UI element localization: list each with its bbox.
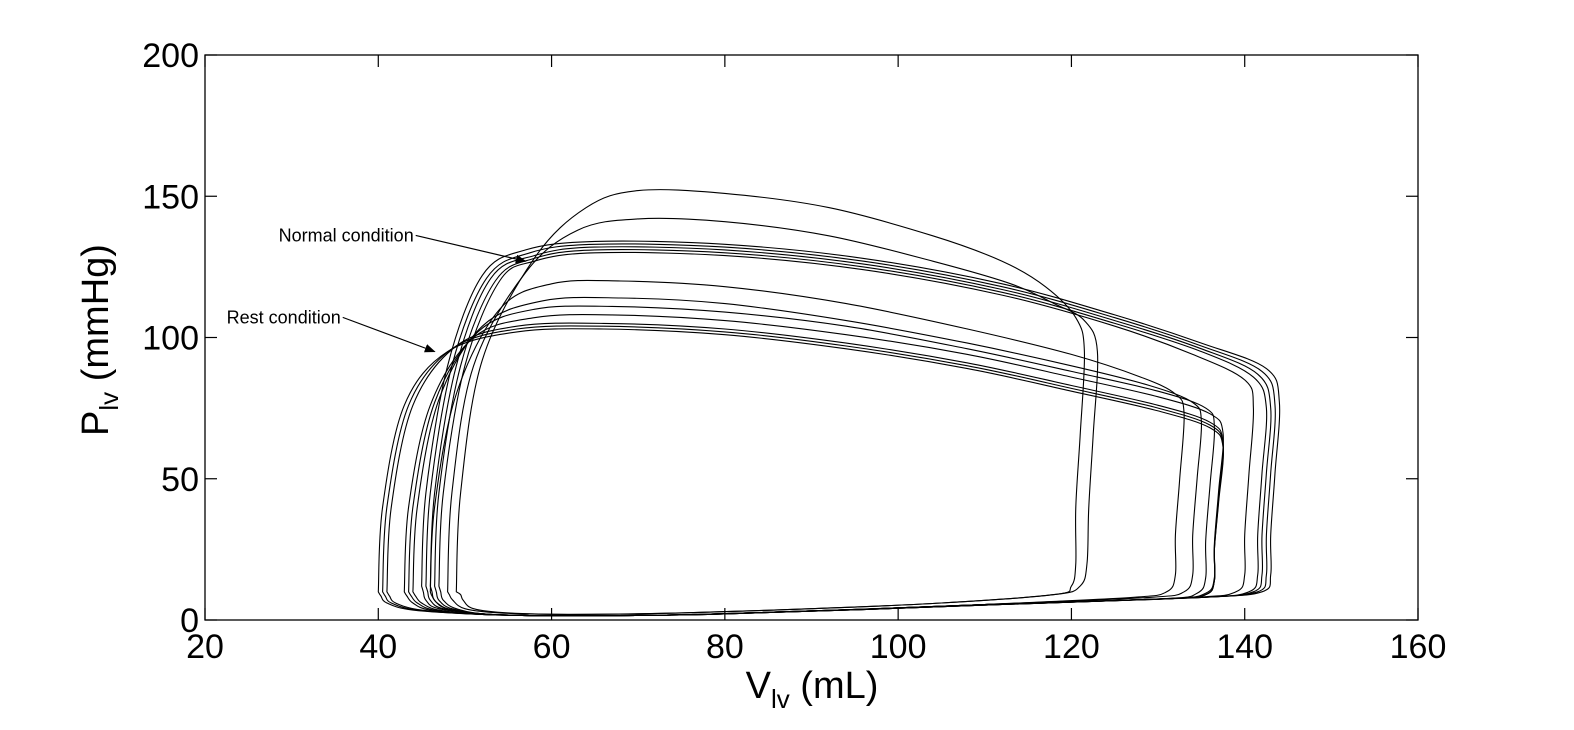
x-axis-label: Vlv (mL): [746, 665, 879, 714]
x-tick-label: 40: [359, 628, 397, 666]
y-axis-label: Plv (mmHg): [75, 244, 124, 436]
axis-tick-labels: 20 40 60 80 100 120 140 160 0 50 100 150 200: [142, 37, 1446, 666]
y-tick-label: 200: [142, 37, 199, 75]
pv-loop-2: [447, 217, 1099, 615]
annotation-label-1: Normal condition: [279, 225, 414, 245]
x-tick-label: 160: [1390, 628, 1447, 666]
annotation-arrow-1: [415, 234, 527, 264]
plot-lines: [377, 189, 1281, 617]
x-tick-label: 60: [533, 628, 571, 666]
x-tick-label: 20: [186, 628, 224, 666]
axis-ticks: [204, 54, 1419, 621]
y-tick-label: 100: [142, 320, 199, 358]
pv-loop-14: [421, 240, 1281, 617]
annotation-label-2: Rest condition: [227, 307, 341, 327]
y-tick-label: 50: [161, 461, 199, 499]
x-tick-label: 100: [870, 628, 927, 666]
x-tick-label: 80: [706, 628, 744, 666]
x-tick-label: 140: [1216, 628, 1273, 666]
annotation-arrow-2: [342, 316, 436, 353]
x-tick-label: 120: [1043, 628, 1100, 666]
y-tick-label: 150: [142, 178, 199, 216]
annotations: Normal condition Rest condition: [227, 225, 527, 353]
y-tick-label: 0: [180, 602, 199, 640]
